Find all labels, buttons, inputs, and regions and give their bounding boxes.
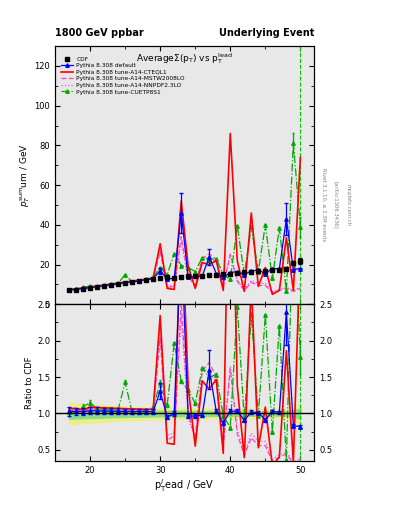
Text: Underlying Event: Underlying Event — [219, 28, 314, 38]
Text: Rivet 3.1.10, ≥ 3.3M events: Rivet 3.1.10, ≥ 3.3M events — [322, 168, 327, 242]
Y-axis label: $p_T^{\rm sum}$um / GeV: $p_T^{\rm sum}$um / GeV — [18, 143, 31, 207]
X-axis label: p$_{\rm T}^l$ead / GeV: p$_{\rm T}^l$ead / GeV — [154, 477, 215, 494]
Text: 1800 GeV ppbar: 1800 GeV ppbar — [55, 28, 144, 38]
Text: [arXiv:1306.3436]: [arXiv:1306.3436] — [334, 181, 338, 229]
Y-axis label: Ratio to CDF: Ratio to CDF — [25, 356, 34, 409]
Text: mcplots.cern.ch: mcplots.cern.ch — [345, 184, 350, 226]
Legend: CDF, Pythia 8.308 default, Pythia 8.308 tune-A14-CTEQL1, Pythia 8.308 tune-A14-M: CDF, Pythia 8.308 default, Pythia 8.308 … — [61, 57, 185, 95]
Text: Average$\Sigma$(p$_{\rm T}$) vs p$_{\rm T}^{\rm lead}$: Average$\Sigma$(p$_{\rm T}$) vs p$_{\rm … — [136, 51, 233, 66]
